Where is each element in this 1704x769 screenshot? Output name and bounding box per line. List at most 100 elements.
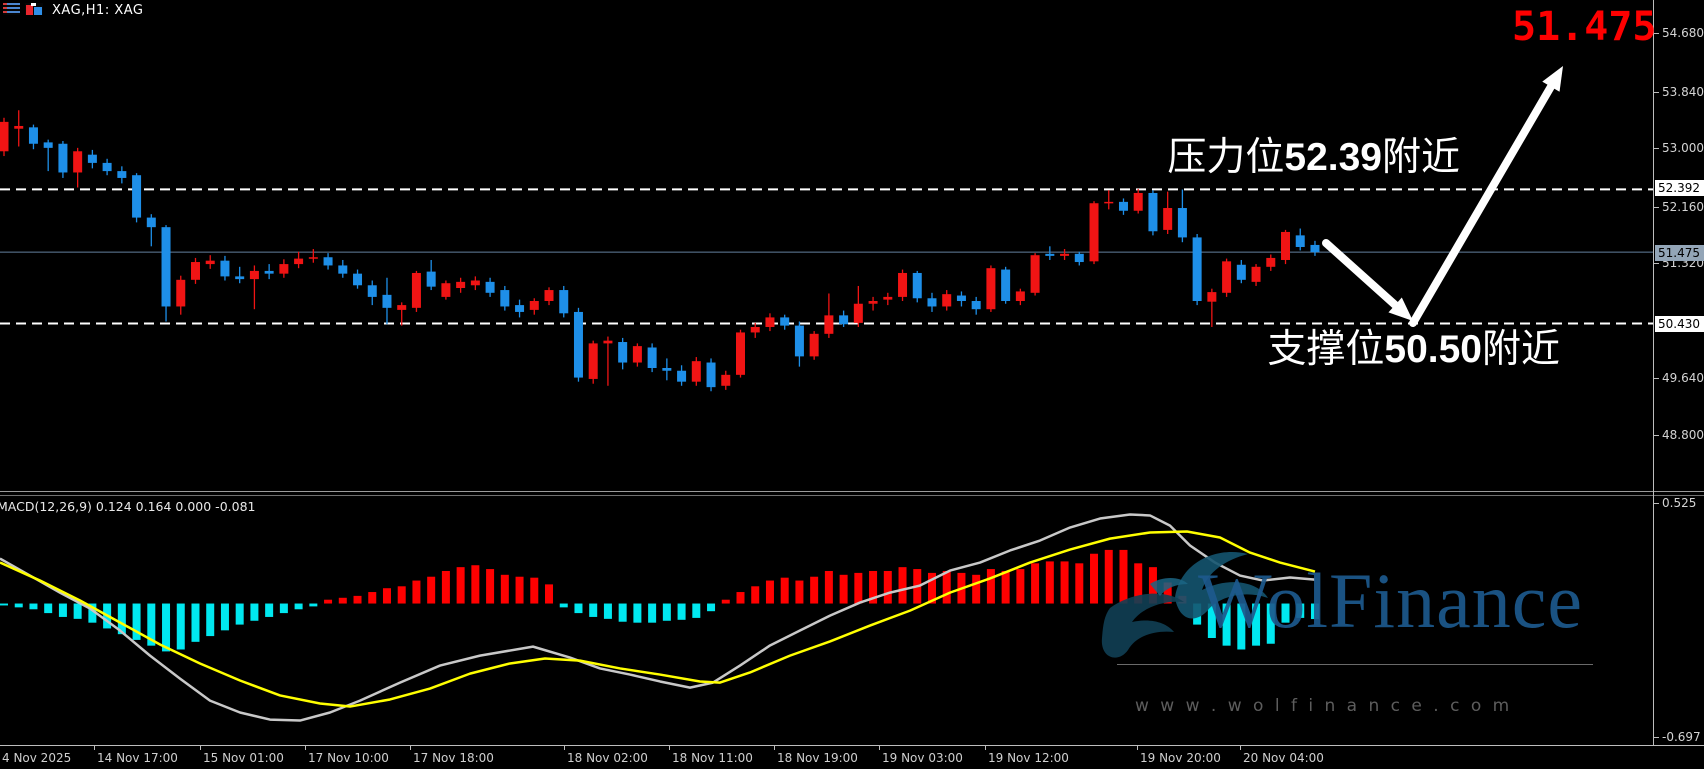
- macd-histogram-bar: [382, 588, 391, 604]
- time-axis-label: 18 Nov 02:00: [567, 751, 648, 765]
- candle-body: [176, 279, 186, 307]
- symbol-timeframe-label: XAG,H1: XAG: [52, 3, 144, 18]
- price-axis-label: 53.840: [1662, 85, 1704, 99]
- macd-histogram-bar: [721, 599, 730, 604]
- time-axis[interactable]: [0, 745, 1704, 746]
- candle-body: [839, 315, 849, 325]
- candle-body: [367, 285, 377, 297]
- macd-histogram-bar: [515, 576, 524, 604]
- time-axis-label: 19 Nov 20:00: [1140, 751, 1221, 765]
- macd-histogram-bar: [648, 603, 657, 623]
- macd-histogram-bar: [972, 574, 981, 604]
- macd-histogram-bar: [412, 580, 421, 604]
- time-axis-tick: [564, 746, 565, 750]
- macd-histogram-bar: [427, 576, 436, 604]
- candle-body: [765, 317, 775, 327]
- candle-body: [0, 121, 9, 152]
- price-axis-label: 48.800: [1662, 428, 1704, 442]
- macd-histogram-bar: [1237, 603, 1246, 650]
- candle-body: [1045, 253, 1055, 256]
- candle-body: [706, 362, 716, 388]
- macd-histogram-bar: [397, 586, 406, 604]
- candle-body: [632, 346, 642, 363]
- macd-histogram-bar: [1104, 549, 1113, 604]
- macd-histogram-bar: [765, 580, 774, 604]
- candle-body: [279, 264, 289, 274]
- macd-histogram-bar: [353, 595, 362, 604]
- wolfinance-bird-logo-icon: [1101, 552, 1268, 658]
- time-axis-label: 19 Nov 12:00: [988, 751, 1069, 765]
- bid-price-box: 51.475: [1655, 245, 1704, 261]
- candle-body: [853, 303, 863, 323]
- candle-body: [691, 361, 701, 382]
- bar-chart-icon[interactable]: [25, 3, 43, 15]
- price-axis-tick: [1654, 33, 1659, 34]
- price-axis-tick: [1654, 148, 1659, 149]
- time-axis-tick: [774, 746, 775, 750]
- macd-histogram-bar: [780, 577, 789, 604]
- level-price-box: 50.430: [1655, 316, 1704, 332]
- candle-body: [1030, 255, 1040, 293]
- candle-body: [456, 281, 466, 289]
- price-axis[interactable]: [1653, 0, 1654, 745]
- candle-body: [1148, 192, 1158, 232]
- macd-histogram-bar: [29, 603, 38, 610]
- macd-axis-tick: [1654, 503, 1659, 504]
- macd-histogram-bar: [839, 574, 848, 604]
- resistance-prefix: 压力位: [1167, 136, 1285, 179]
- candle-body: [190, 262, 200, 280]
- price-target-callout: 51.475: [1512, 4, 1657, 50]
- macd-histogram-bar: [500, 574, 509, 604]
- panel-separator[interactable]: [0, 491, 1704, 492]
- candle-body: [500, 290, 510, 307]
- macd-histogram-bar: [368, 592, 377, 604]
- price-axis-tick: [1654, 378, 1659, 379]
- macd-signal-line: [0, 530, 1316, 708]
- candle-body: [14, 125, 24, 129]
- macd-histogram-bar: [132, 603, 141, 640]
- candle-body: [809, 333, 819, 357]
- candle-body: [529, 301, 539, 310]
- time-axis-label: 15 Nov 01:00: [203, 751, 284, 765]
- macd-histogram-bar: [1045, 561, 1054, 604]
- resistance-value: 52.39: [1284, 136, 1382, 179]
- candle-body: [736, 332, 745, 375]
- candle-body: [971, 301, 981, 310]
- candle-body: [264, 270, 274, 274]
- macd-histogram-bar: [1266, 603, 1275, 644]
- macd-histogram-bar: [220, 603, 229, 631]
- macd-histogram-bar: [1163, 582, 1172, 604]
- watermark-divider: [1117, 664, 1593, 665]
- candle-body: [58, 143, 68, 173]
- candle-body: [338, 265, 348, 274]
- macd-histogram-bar: [58, 603, 67, 617]
- macd-histogram-bar: [279, 603, 288, 614]
- macd-histogram-bar: [235, 603, 244, 625]
- macd-histogram-bar: [471, 565, 480, 604]
- macd-histogram-bar: [338, 597, 347, 604]
- candle-body: [1001, 269, 1011, 301]
- macd-axis-label: 0.525: [1662, 496, 1697, 510]
- time-axis-tick: [94, 746, 95, 750]
- price-axis-label: 54.680: [1662, 26, 1704, 40]
- candle-body: [986, 268, 996, 310]
- macd-histogram-bar: [206, 603, 215, 637]
- candle-body: [1192, 237, 1202, 301]
- candle-body: [1015, 291, 1025, 301]
- candle-body: [544, 290, 554, 301]
- candle-body: [1089, 203, 1099, 262]
- macd-histogram-bar: [1060, 561, 1069, 604]
- candle-body: [662, 368, 672, 371]
- candle-body: [824, 315, 834, 334]
- candle-body: [1236, 264, 1246, 280]
- candle-body: [603, 340, 613, 344]
- macd-histogram-bar: [1207, 603, 1216, 638]
- candle-body: [235, 276, 245, 280]
- candle-body: [220, 260, 230, 277]
- quotes-list-icon[interactable]: [3, 3, 20, 15]
- macd-histogram-bar: [824, 570, 833, 604]
- time-axis-tick: [200, 746, 201, 750]
- support-value: 50.50: [1384, 328, 1482, 371]
- candlestick-chart[interactable]: [0, 0, 1653, 491]
